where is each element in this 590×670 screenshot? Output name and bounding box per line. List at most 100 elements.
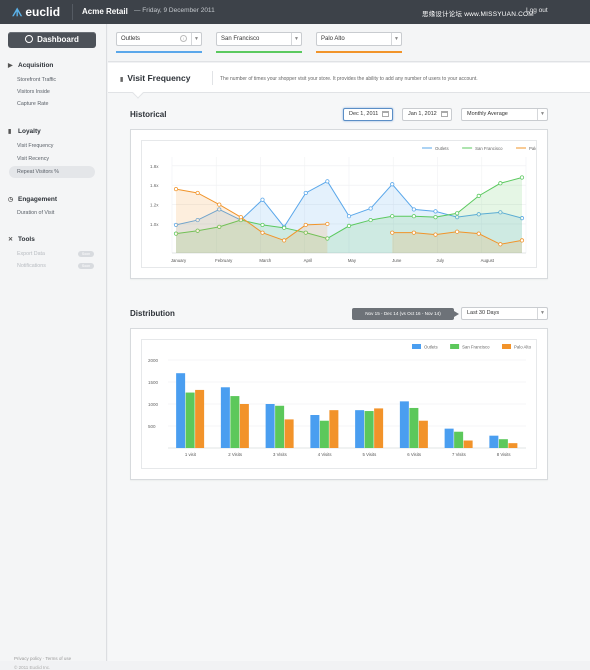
filter-bar: Outlets i ▼ San Francisco ▼ Palo Alto ▼ [108,24,590,62]
filter-value: San Francisco [221,36,260,42]
brand-logo[interactable]: ᗑ euclid [12,5,60,20]
bar [409,407,419,448]
bar [418,420,428,448]
top-bar: ᗑ euclid Acme Retail — Friday, 9 December… [0,0,590,24]
bar [355,410,365,448]
bar [230,396,240,448]
calendar-icon[interactable] [441,111,448,117]
logout-link[interactable]: Log out [526,7,548,14]
bar [444,428,454,448]
bar [374,408,384,448]
legend-swatch [412,344,421,349]
bar [220,387,230,448]
bar [284,419,294,448]
x-tick-label: June [392,258,402,263]
chevron-down-icon[interactable]: ▼ [537,308,547,319]
data-point [282,238,287,243]
page-title: ▮ Visit Frequency [120,73,190,83]
x-tick-label: May [348,258,357,263]
chevron-down-icon[interactable]: ▼ [391,33,401,45]
data-point [346,223,352,228]
bar [185,392,195,448]
data-point [455,211,460,216]
phone-icon: ▮ [8,129,12,135]
dashboard-button[interactable]: Dashboard [8,32,96,48]
x-tick-label: 7 Visits [452,452,466,457]
y-tick-label: 1.2x [150,203,159,208]
bar [195,389,205,448]
dashboard-label: Dashboard [37,35,79,44]
data-point [498,242,503,247]
data-point [519,216,525,221]
bar [176,373,186,448]
data-point [519,238,525,243]
data-point [325,179,330,184]
copyright: © 2011 Euclid Inc. [14,665,51,670]
x-tick-label: August [481,258,495,263]
bar [310,415,320,448]
sidebar-item-storefront-traffic[interactable]: Storefront Traffic [17,77,57,83]
store-filter-palo-alto[interactable]: Palo Alto ▼ [316,32,402,46]
data-point [325,236,330,241]
x-tick-label: 6 Visits [407,452,421,457]
sidebar-item-export-data: Export Data [17,251,45,257]
sidebar-item-visit-recency[interactable]: Visit Recency [17,156,49,162]
footer-links[interactable]: Privacy policy · Terms of use [14,656,72,661]
store-filter-outlets[interactable]: Outlets i ▼ [116,32,202,46]
start-date-picker[interactable]: Dec 1, 2011 [343,108,393,121]
watermark: 思缘设计论坛 www.MISSYUAN.COM [422,11,534,18]
sidebar-item-repeat-visitors[interactable]: Repeat Visitors % [9,166,95,178]
historical-card: 1.8x 1.6x 1.2x 1.0x January February March Apri… [130,129,548,279]
distribution-chart: 2000 1500 1000 500 Outlets San Francisco Palo … [148,344,532,457]
y-tick-label: 1500 [148,380,159,385]
clock-icon: ◷ [8,197,14,203]
historical-chart-frame: 1.8x 1.6x 1.2x 1.0x January February March Apri… [141,140,547,268]
legend-swatch [502,344,511,349]
chevron-down-icon[interactable]: ▼ [291,33,301,45]
data-point [217,207,222,212]
sidebar-item-visit-frequency[interactable]: Visit Frequency [17,143,54,149]
sidebar-item-visitors-inside[interactable]: Visitors Inside [17,89,50,95]
bar [329,410,339,448]
chevron-down-icon[interactable]: ▼ [191,33,201,45]
end-date-value: Jan 1, 2012 [408,111,437,117]
sidebar-item-capture-rate[interactable]: Capture Rate [17,101,49,107]
sidebar-item-notifications: Notifications [17,263,46,269]
legend-label: Palo Alto [514,345,532,350]
data-point [390,182,395,187]
range-select[interactable]: Last 30 Days ▼ [461,307,548,320]
section-engagement: ◷ Engagement [8,196,57,203]
data-point [195,217,200,223]
store-filter-san-francisco[interactable]: San Francisco ▼ [216,32,302,46]
data-point [303,190,308,196]
data-point [260,197,265,202]
historical-title: Historical [130,110,167,119]
data-point [411,207,416,212]
x-tick-label: 1 visit [185,452,197,457]
megaphone-icon: ▶ [8,63,13,69]
data-point [390,230,395,235]
soon-badge: Soon [78,263,94,269]
end-date-picker[interactable]: Jan 1, 2012 [402,108,452,121]
filter-value: Palo Alto [321,36,345,42]
info-icon[interactable]: i [180,35,187,42]
chevron-down-icon[interactable]: ▼ [537,109,547,120]
sidebar: Dashboard ▶ Acquisition Storefront Traffi… [0,24,107,670]
data-point [303,222,308,228]
data-point [455,215,460,220]
aggregation-select[interactable]: Monthly Average ▼ [461,108,548,121]
bar [239,404,249,448]
data-point [411,214,416,219]
data-point [411,230,416,235]
distribution-card: 2000 1500 1000 500 Outlets San Francisco Palo … [130,328,548,480]
data-point [217,202,222,207]
data-point [260,230,265,235]
tools-icon: ✕ [8,237,14,243]
y-tick-label: 1.0x [150,222,159,227]
sidebar-item-duration-of-visit[interactable]: Duration of Visit [17,210,55,216]
data-point [390,214,395,219]
x-tick-label: 2 Visits [228,452,242,457]
calendar-icon[interactable] [382,111,389,117]
data-point [433,215,438,220]
data-point [498,210,503,215]
